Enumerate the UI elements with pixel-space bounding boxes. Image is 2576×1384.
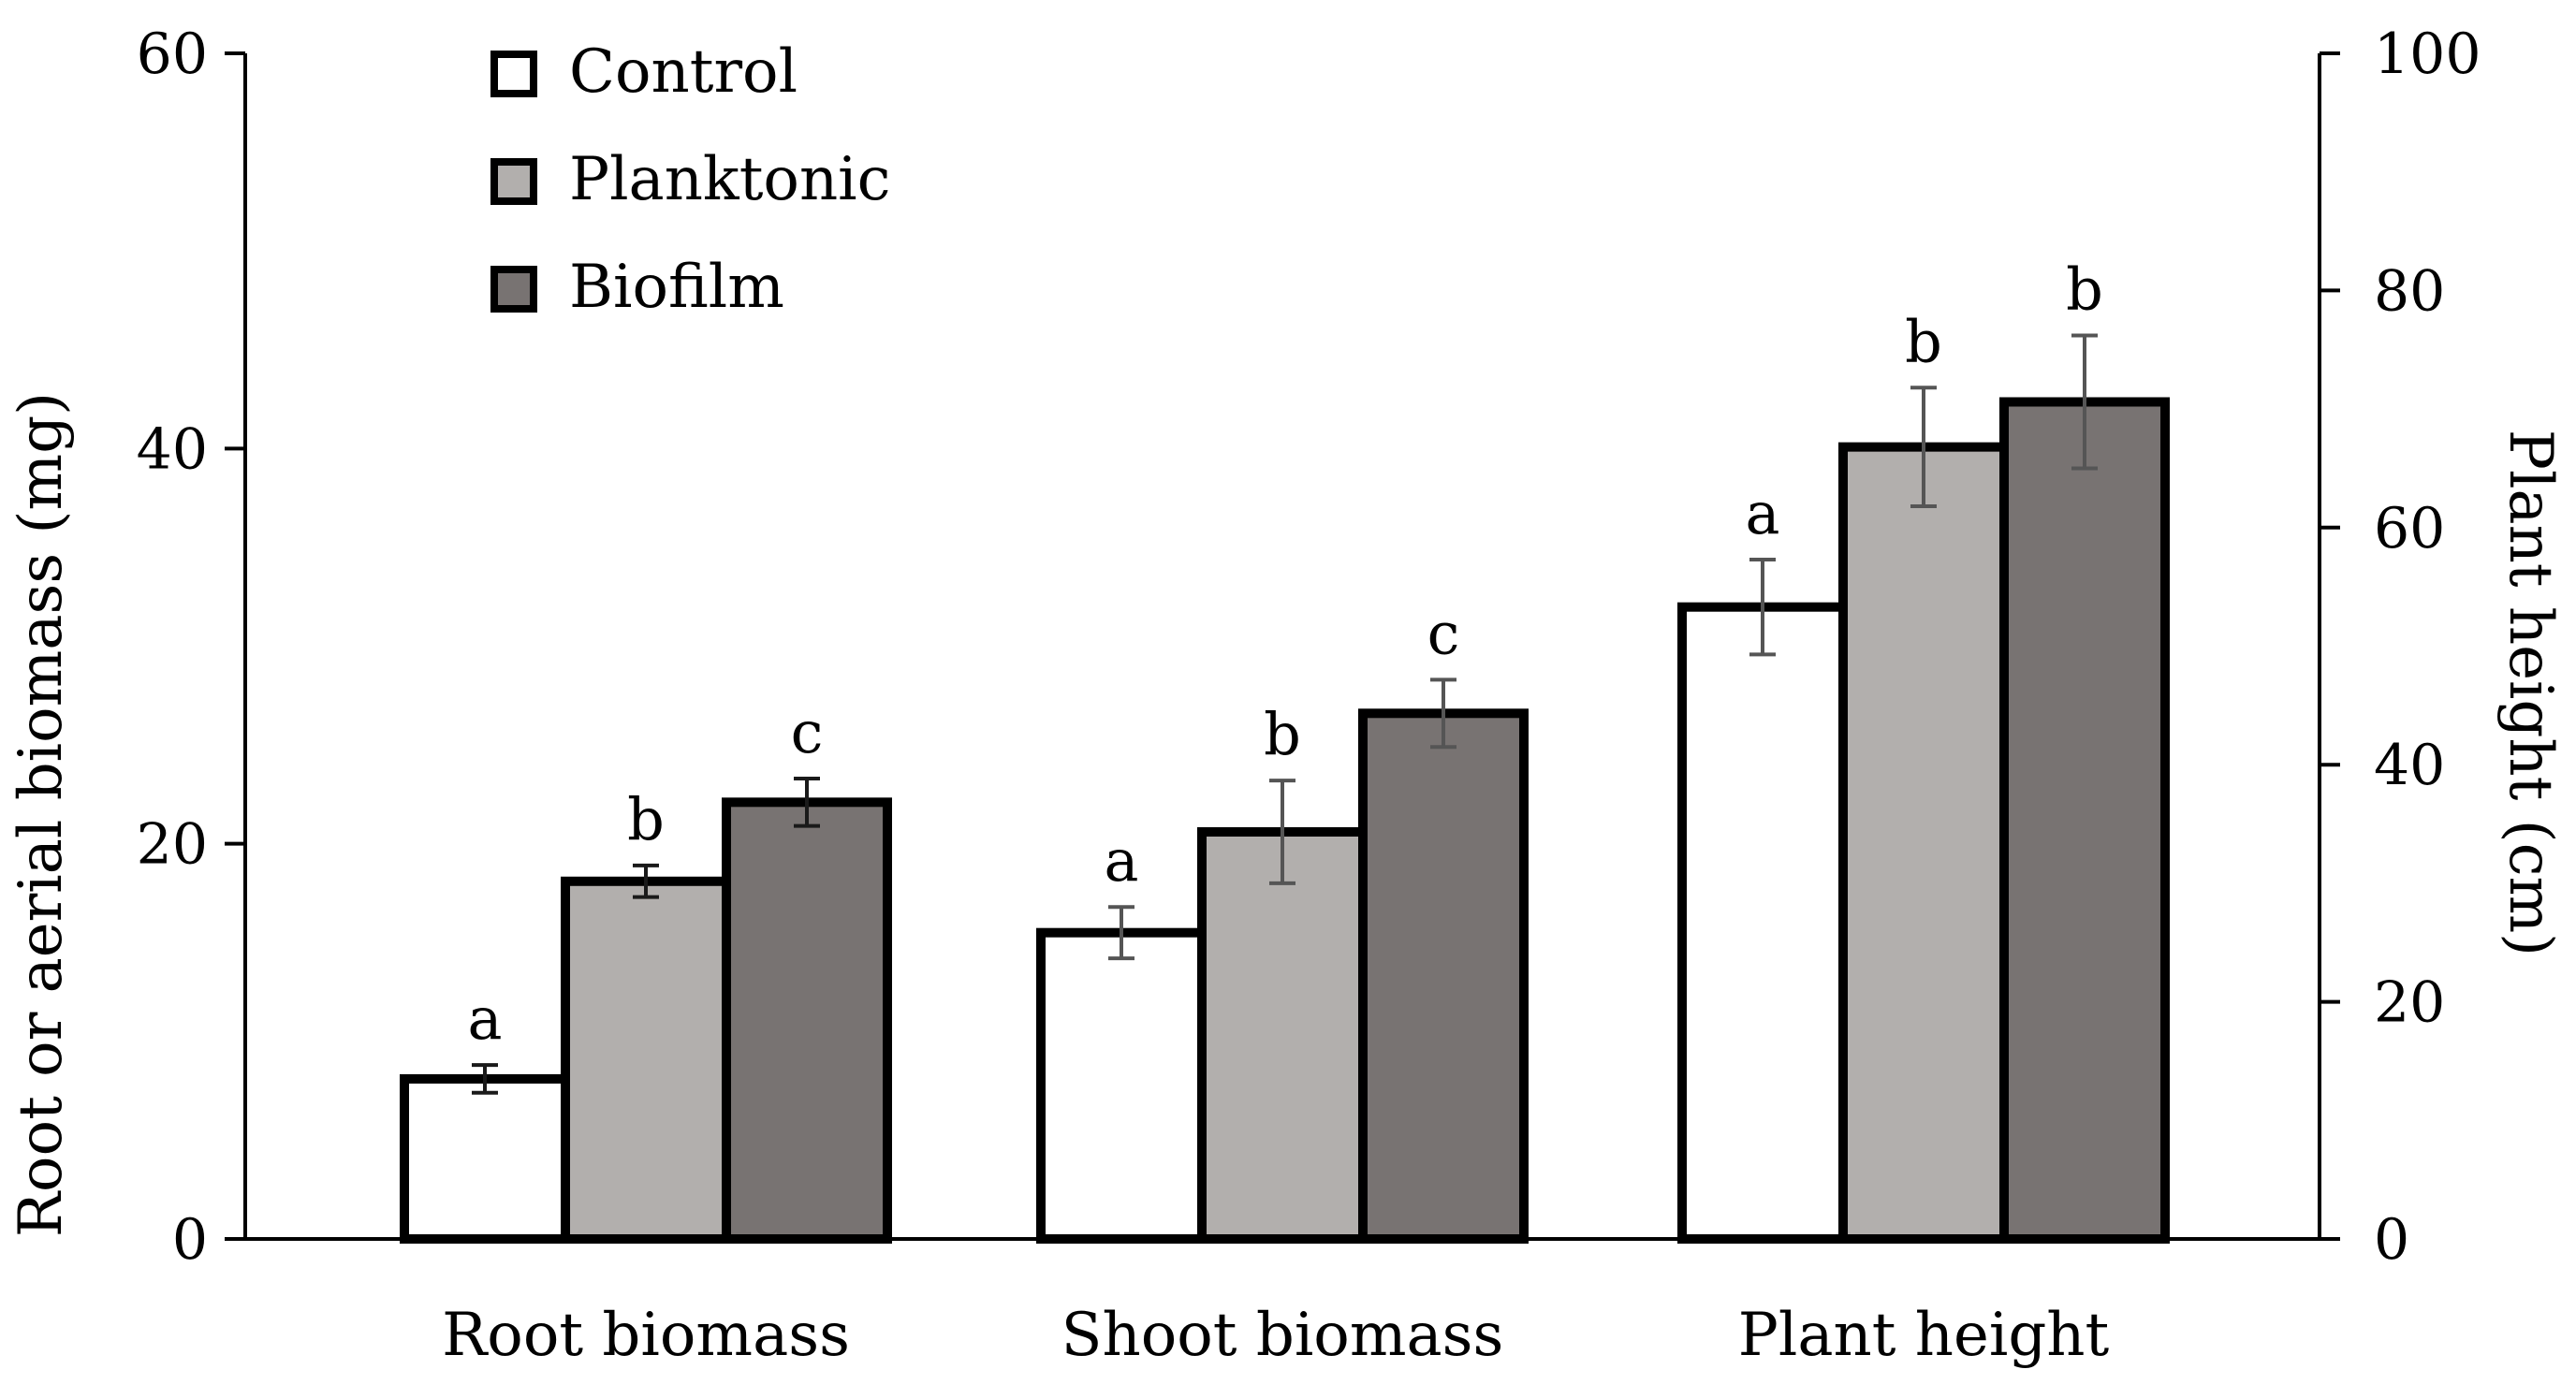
error-bar-biofilm-shoot-biomass [1430, 677, 1456, 750]
category-label-root-biomass: Root biomass [442, 1301, 850, 1370]
right-tick-label: 20 [2374, 970, 2445, 1036]
right-tick-label: 100 [2374, 22, 2481, 87]
legend-label-biofilm: Biofilm [569, 253, 784, 322]
significance-letter-control-shoot-biomass: a [1105, 826, 1139, 895]
error-bar-control-shoot-biomass [1108, 905, 1134, 961]
bar-biofilm-plant-height [1999, 397, 2170, 1244]
right-tick-label: 60 [2374, 496, 2445, 561]
error-bar-planktonic-plant-height [1910, 386, 1937, 508]
bar-planktonic-shoot-biomass [1197, 826, 1368, 1244]
legend-swatch-biofilm [490, 266, 537, 313]
significance-letter-biofilm-shoot-biomass: c [1427, 599, 1460, 667]
left-tick-label: 60 [137, 22, 208, 87]
right-tick-label: 40 [2374, 733, 2445, 798]
category-label-shoot-biomass: Shoot biomass [1061, 1301, 1504, 1370]
bar-control-root-biomass [400, 1073, 570, 1244]
error-bars-layer [472, 333, 2098, 1095]
bar-planktonic-root-biomass [561, 876, 731, 1244]
error-bar-biofilm-root-biomass [794, 776, 820, 828]
axes-layer [225, 51, 2340, 1241]
significance-letter-control-plant-height: a [1746, 479, 1780, 547]
left-axis-title: Root or aerial biomass (mg) [7, 392, 76, 1237]
legend-label-planktonic: Planktonic [569, 145, 890, 214]
legend-label-control: Control [569, 37, 798, 107]
right-tick-label: 80 [2374, 258, 2445, 324]
right-tick-label: 0 [2374, 1207, 2409, 1273]
left-tick-label: 40 [137, 416, 208, 482]
bar-control-shoot-biomass [1036, 927, 1207, 1244]
category-label-plant-height: Plant height [1738, 1301, 2110, 1370]
bar-control-plant-height [1677, 602, 1848, 1244]
right-axis-title: Plant height (cm) [2496, 430, 2565, 956]
error-bar-biofilm-plant-height [2071, 333, 2098, 471]
significance-letter-planktonic-plant-height: b [1905, 307, 1942, 375]
bar-biofilm-shoot-biomass [1358, 708, 1529, 1244]
left-tick-label: 0 [172, 1207, 208, 1273]
significance-letter-planktonic-shoot-biomass: b [1264, 700, 1301, 768]
legend-swatch-planktonic [490, 158, 537, 205]
labels-layer: a b c Root biomass a b c Shoot biomass a b b Plant … [7, 22, 2565, 1370]
significance-letter-biofilm-plant-height: b [2066, 255, 2103, 324]
error-bar-control-plant-height [1749, 558, 1776, 657]
bar-planktonic-plant-height [1838, 442, 2009, 1245]
error-bar-planktonic-shoot-biomass [1269, 779, 1295, 885]
left-tick-label: 20 [137, 812, 208, 878]
legend: Control Planktonic Biofilm [490, 37, 890, 322]
bar-biofilm-root-biomass [722, 797, 892, 1244]
significance-letter-planktonic-root-biomass: b [627, 785, 665, 853]
legend-swatch-control [490, 51, 537, 97]
significance-letter-biofilm-root-biomass: c [791, 698, 824, 766]
error-bar-planktonic-root-biomass [633, 863, 659, 899]
bars-layer [400, 397, 2170, 1245]
error-bar-control-root-biomass [472, 1063, 498, 1095]
significance-letter-control-root-biomass: a [468, 984, 503, 1053]
